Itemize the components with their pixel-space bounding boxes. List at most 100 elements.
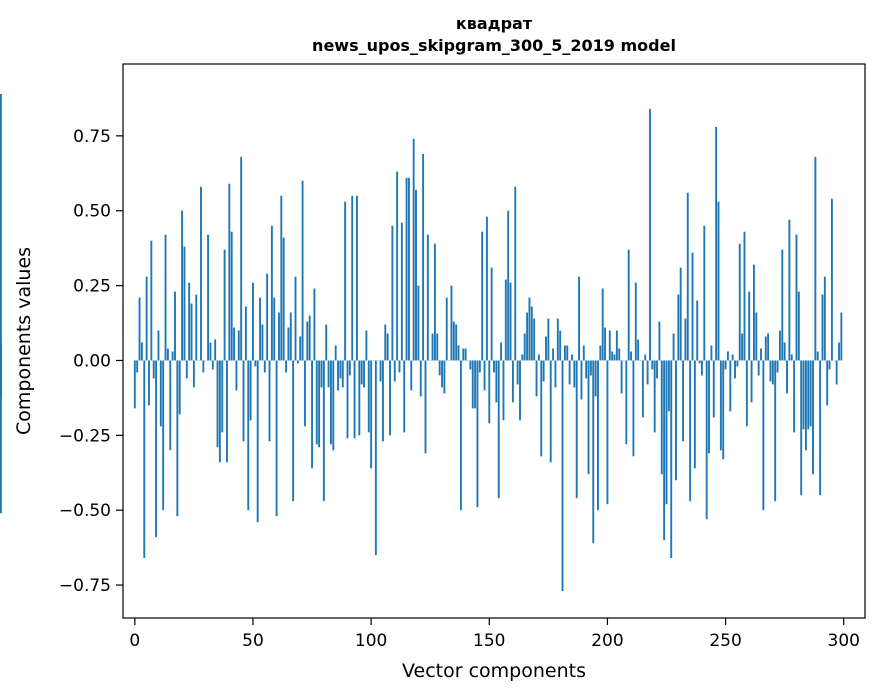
bar-56 xyxy=(266,273,269,361)
bar-97 xyxy=(363,360,365,388)
bar-81 xyxy=(325,324,328,361)
x-tick-label: 150 xyxy=(473,631,505,651)
bar-21 xyxy=(183,246,186,361)
bar-19 xyxy=(178,360,181,415)
bar-64 xyxy=(285,360,287,373)
bar-170 xyxy=(535,360,538,397)
bar-259 xyxy=(745,360,748,427)
bar-62 xyxy=(280,195,283,361)
bar-253 xyxy=(731,354,734,361)
bar-290 xyxy=(819,360,822,496)
bar-148 xyxy=(483,360,486,391)
bar-292 xyxy=(823,276,826,361)
bar-169 xyxy=(533,318,536,361)
bar-245 xyxy=(712,360,715,418)
y-axis-ticks: −0.75 −0.50 −0.25 0.00 0.25 0.50 0.75 xyxy=(59,127,123,596)
bar-163 xyxy=(519,360,521,421)
bar-129 xyxy=(438,360,441,376)
bar-241 xyxy=(703,225,706,361)
bars-group xyxy=(0,93,843,592)
bar-285 xyxy=(807,360,810,430)
bar-73 xyxy=(306,321,309,361)
bar-40 xyxy=(228,183,231,361)
bar-49 xyxy=(249,360,252,421)
bar-208 xyxy=(625,360,628,445)
bar-260 xyxy=(748,291,751,361)
bar-276 xyxy=(786,360,788,394)
bar-121 xyxy=(419,360,422,397)
bar-106 xyxy=(384,324,387,361)
bar-135 xyxy=(452,321,455,361)
bar-54 xyxy=(261,324,264,361)
bar-37 xyxy=(221,360,224,433)
bar-218 xyxy=(649,108,651,361)
bar-165 xyxy=(523,333,526,361)
bar-29 xyxy=(202,360,205,373)
bar-280 xyxy=(795,234,798,361)
bar-164 xyxy=(521,354,524,361)
bar-175 xyxy=(547,318,550,361)
bar-117 xyxy=(410,360,413,391)
bar-275 xyxy=(783,342,786,361)
bar-95 xyxy=(358,360,361,436)
y-tick-label: 0.50 xyxy=(73,202,111,222)
bar-149 xyxy=(485,216,488,361)
bar-206 xyxy=(620,360,623,394)
bar-76 xyxy=(313,288,316,361)
bar-240 xyxy=(701,360,703,376)
bar-238 xyxy=(696,300,699,361)
bar-68 xyxy=(294,276,297,361)
bar-284 xyxy=(804,360,807,451)
bar-283 xyxy=(802,360,805,430)
bar-130 xyxy=(441,360,443,388)
bar-297 xyxy=(835,360,838,385)
bar-131 xyxy=(443,360,446,394)
bar-82 xyxy=(327,360,330,388)
bar-203 xyxy=(613,354,616,361)
bar-211 xyxy=(632,360,635,457)
bar-undefined xyxy=(0,93,2,361)
bar-86 xyxy=(337,360,339,391)
bar-85 xyxy=(334,345,337,361)
y-tick-label: −0.25 xyxy=(59,426,111,446)
bar-186 xyxy=(573,360,576,388)
bar-221 xyxy=(656,360,658,379)
bar-115 xyxy=(405,177,408,361)
bar-4 xyxy=(143,360,146,559)
bar-255 xyxy=(736,360,739,367)
bar-159 xyxy=(509,282,512,361)
bar-191 xyxy=(585,360,588,379)
bar-88 xyxy=(341,360,344,388)
bar-94 xyxy=(356,195,358,361)
bar-90 xyxy=(346,360,349,439)
bar-26 xyxy=(195,294,198,361)
bar-252 xyxy=(729,360,732,412)
bar-109 xyxy=(391,225,394,361)
bar-67 xyxy=(292,360,295,502)
bar-25 xyxy=(192,360,195,388)
bar-47 xyxy=(244,306,247,361)
bar-185 xyxy=(571,354,573,361)
bar-58 xyxy=(270,225,273,361)
bar-233 xyxy=(684,318,687,361)
bar-60 xyxy=(275,360,278,517)
bar-9 xyxy=(155,360,158,538)
bar-1 xyxy=(136,360,139,373)
bar-52 xyxy=(256,360,259,523)
bar-258 xyxy=(743,231,746,361)
bar-139 xyxy=(462,348,465,361)
bar-162 xyxy=(516,360,519,385)
bar-166 xyxy=(526,312,529,361)
bar-239 xyxy=(698,360,701,364)
x-tick-label: 50 xyxy=(242,631,264,651)
bar-107 xyxy=(386,333,389,361)
bar-3 xyxy=(140,342,143,361)
bar-18 xyxy=(176,360,179,517)
bar-263 xyxy=(755,312,758,361)
bar-188 xyxy=(578,276,581,361)
bar-231 xyxy=(679,267,682,361)
bar-71 xyxy=(301,180,304,361)
bar-190 xyxy=(582,345,585,361)
bar-65 xyxy=(287,327,290,361)
bar-194 xyxy=(592,360,595,544)
